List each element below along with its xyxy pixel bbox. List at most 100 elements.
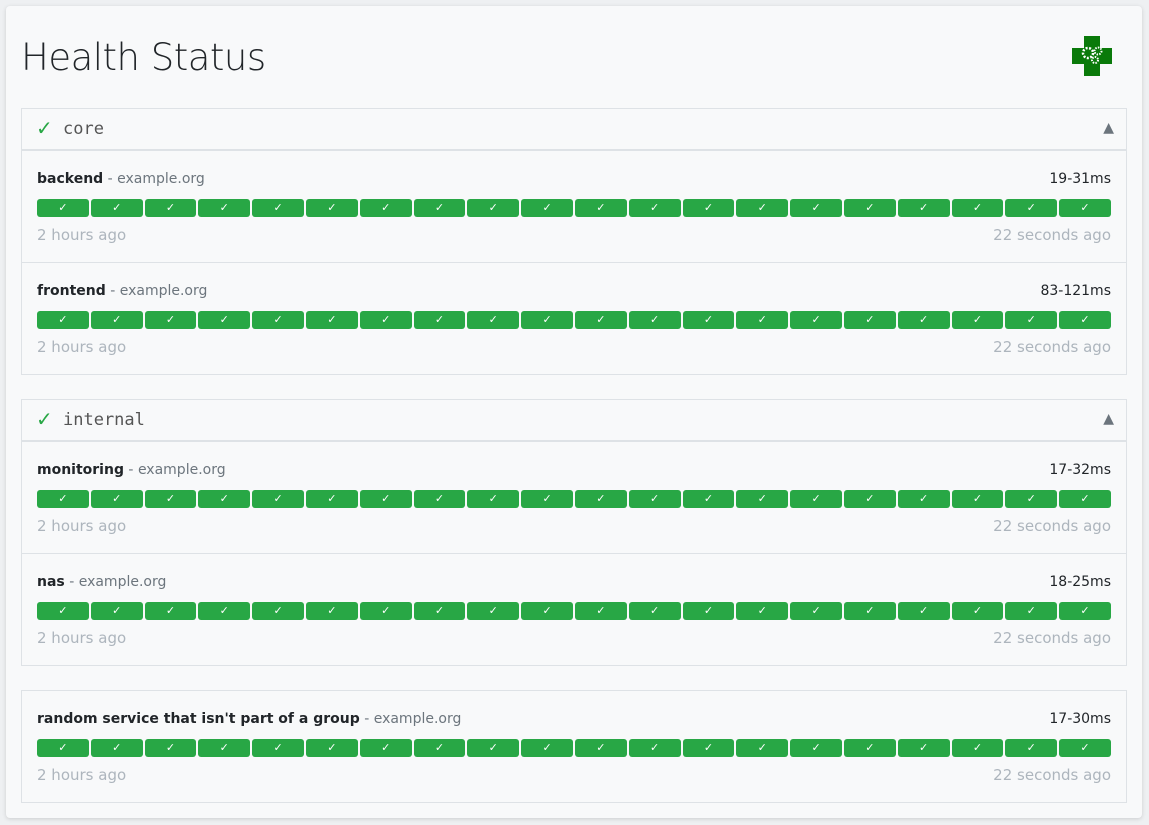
endpoint-name-link[interactable]: frontend [37,283,106,299]
result-bar-success[interactable]: ✓ [413,602,466,620]
result-bar-success[interactable]: ✓ [198,739,251,757]
result-bar-success[interactable]: ✓ [574,602,627,620]
result-bar-success[interactable]: ✓ [1005,490,1058,508]
result-bar-success[interactable]: ✓ [90,311,143,329]
result-bar-success[interactable]: ✓ [1059,311,1111,329]
result-bar-success[interactable]: ✓ [37,739,89,757]
result-bar-success[interactable]: ✓ [951,739,1004,757]
result-bar-success[interactable]: ✓ [736,602,789,620]
result-bar-success[interactable]: ✓ [37,602,89,620]
endpoint-name-link[interactable]: nas [37,574,65,590]
result-bar-success[interactable]: ✓ [628,739,681,757]
result-bar-success[interactable]: ✓ [144,311,197,329]
result-bar-success[interactable]: ✓ [144,199,197,217]
result-bar-success[interactable]: ✓ [1005,739,1058,757]
result-bar-success[interactable]: ✓ [1059,739,1111,757]
result-bar-success[interactable]: ✓ [951,311,1004,329]
endpoint-name-link[interactable]: random service that isn't part of a grou… [37,711,360,727]
result-bar-success[interactable]: ✓ [37,199,89,217]
result-bar-success[interactable]: ✓ [574,199,627,217]
result-bar-success[interactable]: ✓ [413,739,466,757]
result-bar-success[interactable]: ✓ [843,199,896,217]
result-bar-success[interactable]: ✓ [843,602,896,620]
result-bar-success[interactable]: ✓ [736,311,789,329]
result-bar-success[interactable]: ✓ [305,602,358,620]
result-bar-success[interactable]: ✓ [897,602,950,620]
result-bar-success[interactable]: ✓ [1005,199,1058,217]
result-bar-success[interactable]: ✓ [359,602,412,620]
result-bar-success[interactable]: ✓ [790,311,842,329]
result-bar-success[interactable]: ✓ [843,490,896,508]
result-bar-success[interactable]: ✓ [413,490,466,508]
result-bar-success[interactable]: ✓ [359,490,412,508]
collapse-triangle-icon[interactable]: ▲ [1103,411,1114,427]
group-header[interactable]: ✓ core ▲ [22,109,1126,151]
result-bar-success[interactable]: ✓ [90,739,143,757]
endpoint-name-link[interactable]: monitoring [37,462,124,478]
result-bar-success[interactable]: ✓ [1005,602,1058,620]
result-bar-success[interactable]: ✓ [90,199,143,217]
result-bar-success[interactable]: ✓ [628,602,681,620]
result-bar-success[interactable]: ✓ [682,602,735,620]
result-bar-success[interactable]: ✓ [897,490,950,508]
endpoint-name-link[interactable]: backend [37,171,104,187]
result-bar-success[interactable]: ✓ [252,490,304,508]
result-bar-success[interactable]: ✓ [682,490,735,508]
result-bar-success[interactable]: ✓ [305,311,358,329]
result-bar-success[interactable]: ✓ [682,311,735,329]
result-bar-success[interactable]: ✓ [305,490,358,508]
result-bar-success[interactable]: ✓ [736,199,789,217]
result-bar-success[interactable]: ✓ [359,311,412,329]
result-bar-success[interactable]: ✓ [413,311,466,329]
result-bar-success[interactable]: ✓ [574,739,627,757]
result-bar-success[interactable]: ✓ [790,490,842,508]
result-bar-success[interactable]: ✓ [574,311,627,329]
result-bar-success[interactable]: ✓ [1059,199,1111,217]
result-bar-success[interactable]: ✓ [359,739,412,757]
result-bar-success[interactable]: ✓ [951,199,1004,217]
result-bar-success[interactable]: ✓ [897,311,950,329]
result-bar-success[interactable]: ✓ [467,602,520,620]
result-bar-success[interactable]: ✓ [736,490,789,508]
result-bar-success[interactable]: ✓ [90,602,143,620]
result-bar-success[interactable]: ✓ [413,199,466,217]
result-bar-success[interactable]: ✓ [843,311,896,329]
result-bar-success[interactable]: ✓ [521,199,573,217]
result-bar-success[interactable]: ✓ [144,490,197,508]
result-bar-success[interactable]: ✓ [252,199,304,217]
result-bar-success[interactable]: ✓ [198,490,251,508]
result-bar-success[interactable]: ✓ [628,199,681,217]
result-bar-success[interactable]: ✓ [198,602,251,620]
result-bar-success[interactable]: ✓ [90,490,143,508]
result-bar-success[interactable]: ✓ [144,739,197,757]
result-bar-success[interactable]: ✓ [521,602,573,620]
result-bar-success[interactable]: ✓ [521,490,573,508]
result-bar-success[interactable]: ✓ [252,311,304,329]
result-bar-success[interactable]: ✓ [790,602,842,620]
result-bar-success[interactable]: ✓ [521,311,573,329]
result-bar-success[interactable]: ✓ [305,199,358,217]
collapse-triangle-icon[interactable]: ▲ [1103,120,1114,136]
result-bar-success[interactable]: ✓ [467,199,520,217]
result-bar-success[interactable]: ✓ [37,311,89,329]
result-bar-success[interactable]: ✓ [843,739,896,757]
result-bar-success[interactable]: ✓ [467,311,520,329]
result-bar-success[interactable]: ✓ [252,602,304,620]
result-bar-success[interactable]: ✓ [198,311,251,329]
result-bar-success[interactable]: ✓ [305,739,358,757]
result-bar-success[interactable]: ✓ [359,199,412,217]
result-bar-success[interactable]: ✓ [628,311,681,329]
result-bar-success[interactable]: ✓ [628,490,681,508]
result-bar-success[interactable]: ✓ [198,199,251,217]
group-header[interactable]: ✓ internal ▲ [22,400,1126,442]
result-bar-success[interactable]: ✓ [144,602,197,620]
result-bar-success[interactable]: ✓ [574,490,627,508]
health-logo-icon[interactable] [1070,34,1114,78]
result-bar-success[interactable]: ✓ [951,602,1004,620]
result-bar-success[interactable]: ✓ [1059,602,1111,620]
result-bar-success[interactable]: ✓ [1005,311,1058,329]
result-bar-success[interactable]: ✓ [897,199,950,217]
result-bar-success[interactable]: ✓ [951,490,1004,508]
result-bar-success[interactable]: ✓ [467,490,520,508]
result-bar-success[interactable]: ✓ [736,739,789,757]
